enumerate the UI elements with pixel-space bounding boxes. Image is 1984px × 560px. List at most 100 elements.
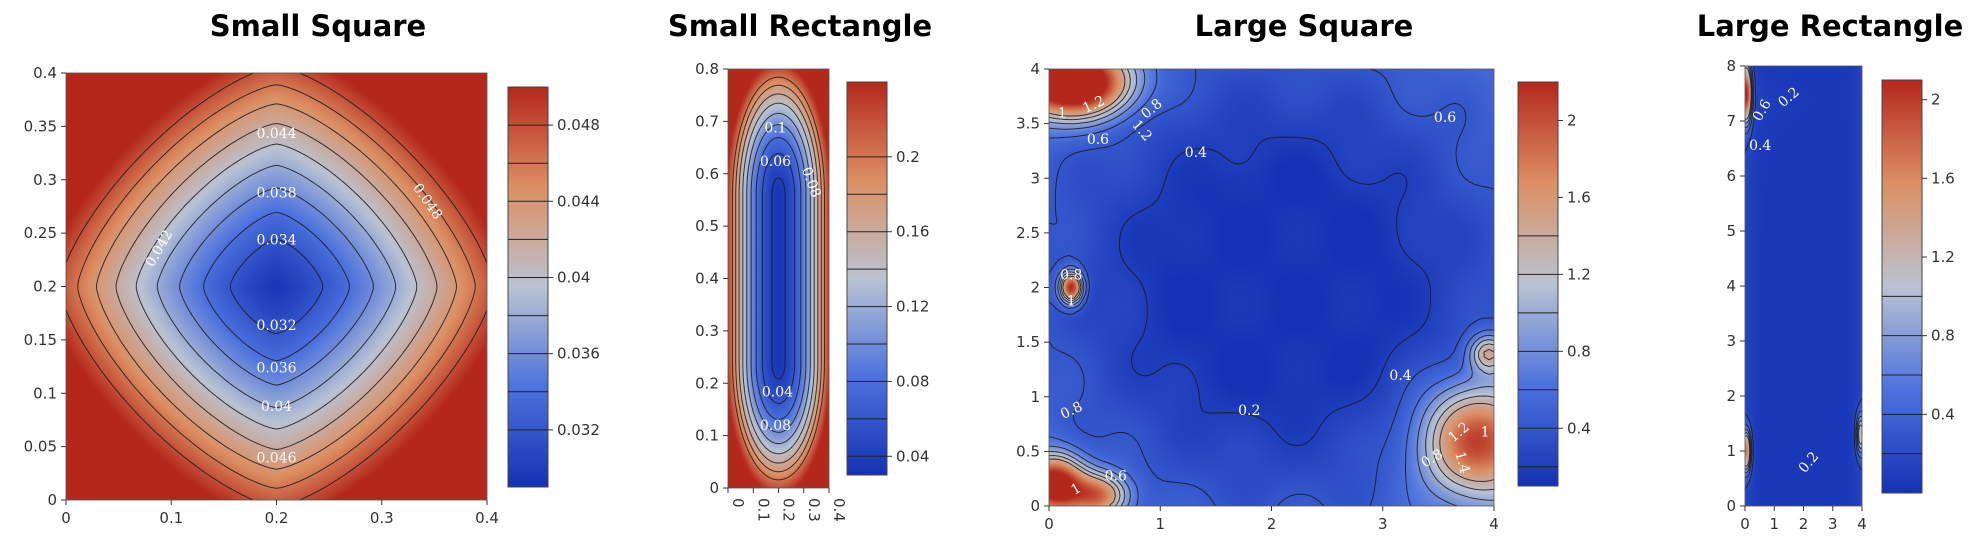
y-tick-label: 0.25	[24, 224, 57, 242]
colorbar-tick-label: 0.036	[557, 345, 600, 363]
y-tick-label: 2.5	[1016, 224, 1040, 242]
contour-label: 0.2	[1238, 403, 1260, 419]
colorbar-gradient	[507, 86, 549, 488]
colorbar-tick-label: 0.16	[896, 223, 929, 241]
y-tick-label: 0.3	[695, 322, 719, 340]
x-tick-label: 0.1	[159, 509, 183, 527]
y-tick-label: 6	[1726, 167, 1736, 185]
y-tick-label: 3.5	[1016, 115, 1040, 133]
x-tick-label: 1	[1155, 515, 1165, 533]
y-tick-label: 0.2	[33, 278, 57, 296]
small-rectangle-contour-6	[738, 93, 819, 464]
colorbar-tick-label: 0.4	[1567, 419, 1591, 437]
small-square-contour-5	[115, 123, 438, 450]
colorbar-tick-label: 0.04	[896, 447, 929, 465]
large-rectangle-contour-3	[1744, 65, 1863, 470]
y-tick-label: 0.3	[33, 171, 57, 189]
panel-small-rectangle: Small Rectangle 0.1 0.06 0.08 0.04 0.08 0 0.1 0…	[668, 9, 932, 522]
small-square-contour-3	[156, 164, 397, 409]
y-tick-label: 7	[1726, 112, 1736, 130]
colorbar-tick-label: 1.2	[1931, 248, 1955, 266]
contour-label: 0.4	[1749, 138, 1771, 154]
heatmap-large-square	[1049, 69, 1494, 506]
y-tick-label: 0.05	[24, 438, 57, 456]
colorbar-tick-label: 0.08	[896, 372, 929, 390]
colorbar-tick-label: 0.032	[557, 421, 600, 439]
small-square-contour-0	[229, 238, 324, 335]
y-tick-label: 5	[1726, 222, 1736, 240]
contour-label: 0.4	[1185, 145, 1207, 161]
y-tick-label: 0.15	[24, 331, 57, 349]
y-tick-label: 0.5	[1016, 442, 1040, 460]
contour-label: 0.1	[764, 121, 786, 137]
contour-label: 1.4	[1451, 450, 1472, 476]
contour-label: 0.032	[256, 318, 296, 334]
chart-title-large-rectangle: Large Rectangle	[1697, 9, 1964, 43]
colorbar-tick-label: 0.044	[557, 192, 600, 210]
x-tick-label: 0	[1044, 515, 1054, 533]
contour-label: 0.038	[256, 186, 296, 202]
contour-label: 0.04	[762, 385, 793, 401]
colorbar-gradient	[846, 81, 888, 476]
contour-label: 1	[1058, 106, 1067, 122]
x-tick-label: 0.4	[475, 509, 499, 527]
colorbar-tick-label: 0.8	[1567, 342, 1591, 360]
x-tick-label: 0.1	[754, 498, 772, 522]
plot-area-large-square: 1.21 0.80.6 1.20.40.60.810.80.40.21.20.811…	[1016, 60, 1499, 533]
contour-label: 1	[1067, 294, 1076, 310]
y-tick-label: 2	[1726, 387, 1736, 405]
y-tick-label: 4	[1726, 277, 1736, 295]
y-tick-label: 1	[1030, 388, 1040, 406]
panel-large-square: Large Square 1.21 0.80.6 1.20.40.60.810.80…	[1016, 9, 1591, 533]
colorbar-tick-label: 0.8	[1931, 327, 1955, 345]
contour-label: 0.6	[1087, 132, 1109, 148]
contour-label: 0.8	[1060, 267, 1082, 283]
x-tick-label: 2	[1799, 515, 1809, 533]
plot-area-small-rectangle: 0.10.060.080.040.080 0.1 0.2 0.3 0.400.10.20…	[695, 60, 848, 522]
x-tick-label: 0.2	[780, 498, 798, 522]
small-rectangle-contour-3	[750, 124, 807, 433]
large-square-contour-4	[1048, 68, 1495, 507]
large-square-contour-2	[1048, 68, 1495, 507]
small-rectangle-contour-8	[732, 76, 825, 481]
colorbar-tick-label: 0.12	[896, 298, 929, 316]
y-tick-label: 3	[1030, 169, 1040, 187]
contour-label: 0.6	[1434, 110, 1456, 126]
contour-label: 0.046	[256, 450, 296, 466]
contour-label: 0.08	[760, 418, 791, 434]
small-rectangle-contour-5	[742, 102, 815, 455]
y-tick-label: 8	[1726, 57, 1736, 75]
colorbar-tick-label: 1.6	[1567, 188, 1591, 206]
large-rectangle-contour-1	[1744, 65, 1863, 478]
large-square-contour-5	[1048, 68, 1495, 507]
contour-label: 0.04	[261, 399, 292, 415]
x-tick-label: 3	[1828, 515, 1838, 533]
small-square-contour-7	[77, 84, 476, 489]
chart-title-large-square: Large Square	[1195, 9, 1414, 43]
contour-label: 0.06	[760, 154, 791, 170]
contour-label: 0.036	[256, 361, 296, 377]
contour-label: 0.044	[256, 126, 296, 142]
small-rectangle-contour-0	[771, 177, 786, 380]
heatmap-large-rectangle	[1745, 66, 1862, 506]
x-tick-label: 0.3	[370, 509, 394, 527]
small-rectangle-contour-7	[735, 84, 822, 473]
y-tick-label: 4	[1030, 60, 1040, 78]
y-tick-label: 0.4	[33, 64, 57, 82]
contour-label: 0.4	[1389, 368, 1411, 384]
contour-label: 0.6	[1105, 468, 1127, 484]
small-rectangle-contour-1	[761, 153, 796, 404]
heatmap-small-rectangle	[728, 69, 829, 488]
y-tick-label: 0.1	[695, 427, 719, 445]
y-tick-label: 0	[1726, 497, 1736, 515]
y-tick-label: 1	[1726, 442, 1736, 460]
y-tick-label: 0.5	[695, 217, 719, 235]
x-tick-label: 0.4	[830, 498, 848, 522]
y-tick-label: 0.6	[695, 165, 719, 183]
x-tick-label: 4	[1857, 515, 1867, 533]
large-square-contour-0	[1118, 136, 1432, 447]
x-tick-label: 2	[1267, 515, 1277, 533]
y-tick-label: 0	[709, 479, 719, 497]
